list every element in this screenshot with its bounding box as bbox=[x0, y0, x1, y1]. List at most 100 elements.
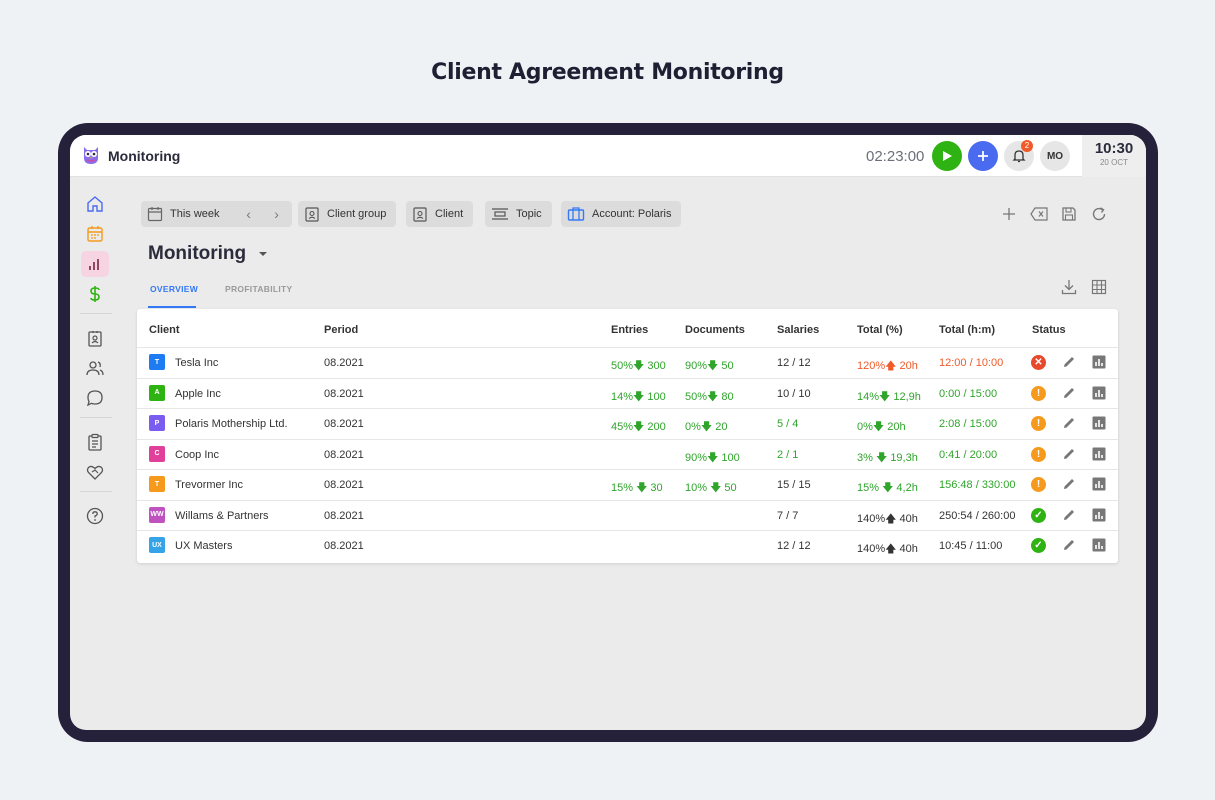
client-logo: T bbox=[149, 354, 165, 370]
clear-filters-button[interactable] bbox=[1028, 203, 1050, 225]
refresh-button[interactable] bbox=[1088, 203, 1110, 225]
tab-profitability[interactable]: PROFITABILITY bbox=[225, 284, 293, 294]
salaries-cell: 12 / 12 bbox=[777, 540, 811, 552]
table-row[interactable]: T Trevormer Inc 08.2021 15% 🡇 30 10% 🡇 50 15 … bbox=[137, 469, 1118, 500]
status-ok-icon: ✓ bbox=[1031, 507, 1046, 523]
salaries-cell: 7 / 7 bbox=[777, 509, 799, 522]
bell-icon bbox=[1012, 150, 1026, 163]
table-row[interactable]: P Polaris Mothership Ltd. 08.2021 45%🡇 200 0… bbox=[137, 408, 1118, 439]
report-icon[interactable] bbox=[1091, 385, 1107, 401]
client-name[interactable]: Polaris Mothership Ltd. bbox=[175, 418, 288, 430]
clock-widget: 10:30 20 OCT bbox=[1082, 135, 1146, 177]
top-bar: Monitoring 02:23:00 2 MO 10:30 20 OCT bbox=[70, 135, 1146, 177]
report-icon[interactable] bbox=[1091, 507, 1107, 523]
tablet-frame: Monitoring 02:23:00 2 MO 10:30 20 OCT bbox=[58, 123, 1158, 742]
contact-card-icon bbox=[305, 207, 319, 222]
client-name[interactable]: Willams & Partners bbox=[175, 509, 269, 522]
edit-icon[interactable] bbox=[1061, 537, 1077, 553]
sidebar-item-chat[interactable] bbox=[81, 385, 109, 411]
users-icon bbox=[86, 361, 104, 376]
total-percent-cell: 140%🡅 40h bbox=[857, 512, 918, 525]
sidebar-item-home[interactable] bbox=[81, 191, 109, 217]
tab-overview[interactable]: OVERVIEW bbox=[150, 284, 199, 294]
column-header-client[interactable]: Client bbox=[149, 324, 180, 336]
chat-icon bbox=[86, 390, 103, 407]
sidebar-item-finance[interactable] bbox=[81, 281, 109, 307]
total-percent-cell: 140%🡅 40h bbox=[857, 543, 918, 555]
sidebar bbox=[70, 177, 128, 730]
table-row[interactable]: A Apple Inc 08.2021 14%🡇 100 50%🡇 80 10 / 10 1… bbox=[137, 377, 1118, 409]
edit-icon[interactable] bbox=[1061, 354, 1077, 370]
report-icon[interactable] bbox=[1091, 446, 1107, 462]
user-avatar[interactable]: MO bbox=[1040, 141, 1070, 171]
column-header-documents[interactable]: Documents bbox=[685, 324, 745, 336]
app-screen: Monitoring 02:23:00 2 MO 10:30 20 OCT bbox=[70, 135, 1146, 730]
backspace-icon bbox=[1030, 207, 1048, 221]
table-view-button[interactable] bbox=[1088, 276, 1110, 298]
add-button[interactable] bbox=[968, 141, 998, 171]
chevron-down-icon[interactable] bbox=[258, 251, 268, 257]
sidebar-item-users[interactable] bbox=[81, 355, 109, 381]
table-row[interactable]: C Coop Inc 08.2021 90%🡇 100 2 / 1 3% 🡇 19,3h 0… bbox=[137, 438, 1118, 470]
total-hours-cell: 156:48 / 330:00 bbox=[939, 479, 1016, 491]
table-row[interactable]: UX UX Masters 08.2021 12 / 12 140%🡅 40h 10:45… bbox=[137, 530, 1118, 561]
documents-cell: 0%🡇 20 bbox=[685, 421, 728, 433]
account-filter-label: Account: Polaris bbox=[592, 208, 672, 220]
client-logo: P bbox=[149, 415, 165, 431]
add-filter-button[interactable] bbox=[998, 203, 1020, 225]
sidebar-item-monitoring[interactable] bbox=[81, 251, 109, 277]
topic-filter[interactable]: Topic bbox=[485, 201, 552, 227]
edit-icon[interactable] bbox=[1061, 385, 1077, 401]
sidebar-item-tasks[interactable] bbox=[81, 429, 109, 455]
edit-icon[interactable] bbox=[1061, 415, 1077, 431]
status-warning-icon: ! bbox=[1031, 477, 1046, 492]
table-row[interactable]: WW Willams & Partners 08.2021 7 / 7 140%🡅 40… bbox=[137, 499, 1118, 531]
client-name[interactable]: UX Masters bbox=[175, 540, 233, 552]
sidebar-divider bbox=[80, 417, 112, 418]
status-ok-icon: ✓ bbox=[1031, 538, 1046, 553]
page-title: Monitoring bbox=[148, 243, 247, 264]
contact-card-icon bbox=[413, 207, 427, 222]
total-hours-cell: 0:00 / 15:00 bbox=[939, 387, 998, 400]
contact-card-icon bbox=[88, 331, 102, 347]
sidebar-item-calendar[interactable] bbox=[81, 221, 109, 247]
report-icon[interactable] bbox=[1091, 415, 1107, 431]
entries-cell: 15% 🡇 30 bbox=[611, 482, 663, 494]
client-name[interactable]: Coop Inc bbox=[175, 448, 220, 461]
column-header-salaries[interactable]: Salaries bbox=[777, 324, 820, 336]
client-name[interactable]: Trevormer Inc bbox=[175, 479, 244, 491]
documents-cell: 50%🡇 80 bbox=[685, 390, 734, 403]
total-hours-cell: 12:00 / 10:00 bbox=[939, 357, 1004, 369]
client-group-filter[interactable]: Client group bbox=[298, 201, 397, 227]
salaries-cell: 5 / 4 bbox=[777, 418, 799, 430]
start-timer-button[interactable] bbox=[932, 141, 962, 171]
column-header-total-percent[interactable]: Total (%) bbox=[857, 324, 903, 336]
status-error-icon: ✕ bbox=[1031, 355, 1046, 370]
edit-icon[interactable] bbox=[1061, 507, 1077, 523]
edit-icon[interactable] bbox=[1061, 476, 1077, 492]
report-icon[interactable] bbox=[1091, 537, 1107, 553]
download-button[interactable] bbox=[1058, 276, 1080, 298]
period-filter[interactable]: This week ‹ › bbox=[141, 201, 292, 227]
edit-icon[interactable] bbox=[1061, 446, 1077, 462]
sidebar-item-contacts[interactable] bbox=[81, 325, 109, 351]
account-filter[interactable]: Account: Polaris bbox=[561, 201, 682, 227]
column-header-total-hours[interactable]: Total (h:m) bbox=[939, 324, 996, 336]
heart-handshake-icon bbox=[86, 465, 104, 480]
client-name[interactable]: Apple Inc bbox=[175, 387, 221, 400]
client-name[interactable]: Tesla Inc bbox=[175, 357, 219, 369]
previous-period-button[interactable]: ‹ bbox=[246, 206, 251, 222]
column-header-entries[interactable]: Entries bbox=[611, 324, 649, 336]
sidebar-item-agreements[interactable] bbox=[81, 459, 109, 485]
next-period-button[interactable]: › bbox=[274, 206, 279, 222]
column-header-period[interactable]: Period bbox=[324, 324, 359, 336]
report-icon[interactable] bbox=[1091, 354, 1107, 370]
app-title: Monitoring bbox=[108, 148, 181, 164]
client-logo: C bbox=[149, 445, 165, 462]
sidebar-item-help[interactable] bbox=[81, 503, 109, 529]
column-header-status[interactable]: Status bbox=[1032, 324, 1066, 336]
save-filters-button[interactable] bbox=[1058, 203, 1080, 225]
report-icon[interactable] bbox=[1091, 476, 1107, 492]
client-filter[interactable]: Client bbox=[406, 201, 474, 227]
table-row[interactable]: T Tesla Inc 08.2021 50%🡇 300 90%🡇 50 12 / 12 1… bbox=[137, 347, 1118, 378]
